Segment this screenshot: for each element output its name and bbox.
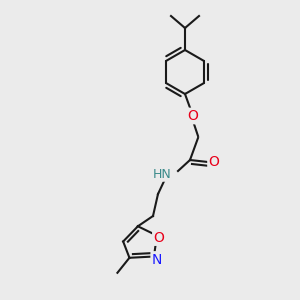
Text: O: O [154, 230, 164, 244]
Text: HN: HN [153, 167, 172, 181]
Text: O: O [208, 155, 219, 169]
Text: N: N [152, 253, 162, 266]
Text: O: O [188, 109, 198, 123]
